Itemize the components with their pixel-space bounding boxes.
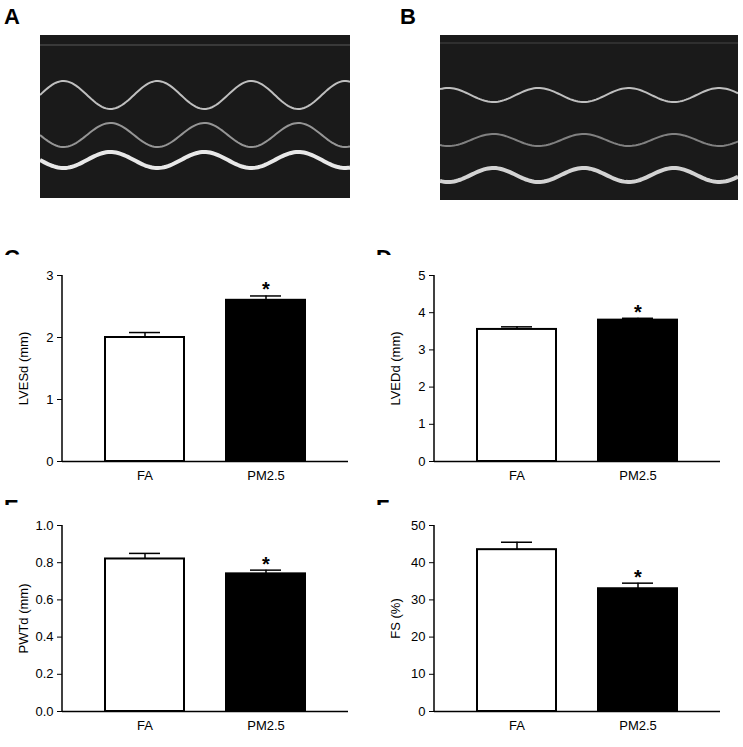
svg-text:PM2.5: PM2.5 (619, 468, 657, 483)
svg-text:0.0: 0.0 (35, 704, 53, 719)
svg-text:FS (%): FS (%) (388, 598, 403, 638)
svg-text:50: 50 (411, 518, 425, 533)
html-text:E: E (4, 495, 19, 520)
svg-text:5: 5 (418, 268, 425, 283)
svg-text:2: 2 (46, 330, 53, 345)
svg-text:1: 1 (46, 392, 53, 407)
svg-text:0: 0 (46, 454, 53, 469)
svg-text:0.8: 0.8 (35, 555, 53, 570)
svg-text:0.2: 0.2 (35, 666, 53, 681)
svg-text:0.4: 0.4 (35, 629, 53, 644)
html-text:D: D (376, 245, 392, 270)
svg-text:*: * (634, 301, 642, 323)
svg-text:0.6: 0.6 (35, 592, 53, 607)
svg-text:*: * (262, 553, 270, 575)
html-text:C: C (4, 245, 20, 270)
svg-text:0: 0 (418, 454, 425, 469)
svg-text:PWTd (mm): PWTd (mm) (16, 583, 31, 653)
svg-text:FA: FA (137, 468, 153, 483)
svg-text:LVEDd (mm): LVEDd (mm) (388, 331, 403, 405)
svg-text:40: 40 (411, 555, 425, 570)
svg-text:10: 10 (411, 666, 425, 681)
svg-text:*: * (262, 278, 270, 300)
svg-text:FA: FA (509, 468, 525, 483)
svg-text:2: 2 (418, 379, 425, 394)
html-text:B: B (400, 4, 416, 29)
svg-text:FA: FA (509, 718, 525, 733)
svg-text:3: 3 (418, 342, 425, 357)
svg-text:FA: FA (137, 718, 153, 733)
svg-text:PM2.5: PM2.5 (247, 468, 285, 483)
svg-text:1: 1 (418, 416, 425, 431)
svg-text:20: 20 (411, 629, 425, 644)
svg-text:4: 4 (418, 305, 425, 320)
svg-text:*: * (634, 566, 642, 588)
svg-text:PM2.5: PM2.5 (247, 718, 285, 733)
svg-text:PM2.5: PM2.5 (619, 718, 657, 733)
svg-text:0: 0 (418, 704, 425, 719)
html-text:A: A (4, 4, 20, 29)
svg-text:3: 3 (46, 268, 53, 283)
svg-text:30: 30 (411, 592, 425, 607)
html-text:F: F (376, 495, 390, 520)
svg-text:1.0: 1.0 (35, 518, 53, 533)
svg-text:LVESd (mm): LVESd (mm) (16, 332, 31, 405)
